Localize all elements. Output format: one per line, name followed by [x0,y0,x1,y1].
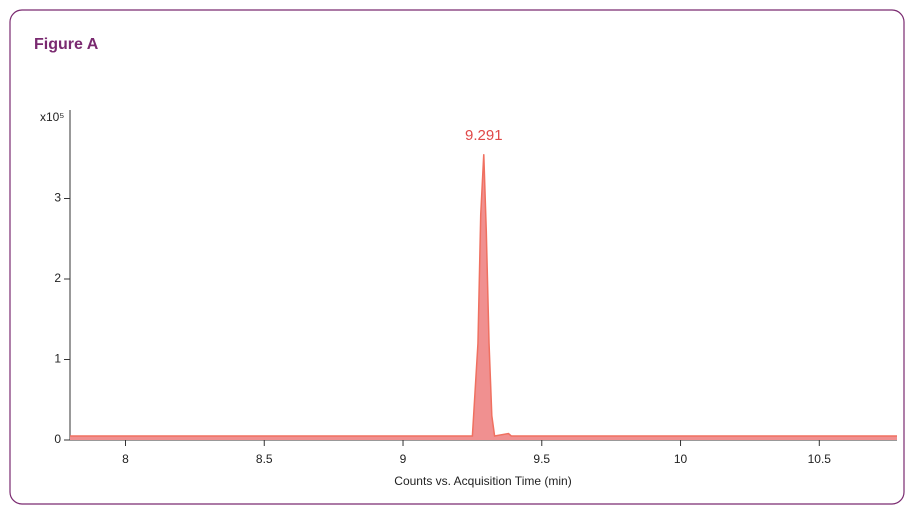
x-tick-label: 10.5 [808,452,832,466]
x-axis-label: Counts vs. Acquisition Time (min) [394,474,571,488]
y-tick-label: 3 [54,191,61,205]
y-tick-label: 2 [54,271,61,285]
area [70,154,897,440]
x-tick-label: 8.5 [256,452,273,466]
y-tick-label: 0 [54,432,61,446]
peak-label: 9.291 [465,127,503,144]
x-tick-label: 9 [400,452,407,466]
frame [9,9,905,505]
trace-line [70,154,897,437]
y-axis-label: x10⁵ [40,110,64,124]
x-tick-label: 9.5 [533,452,550,466]
x-tick-label: 8 [122,452,129,466]
chart-title: Figure A [34,36,99,53]
y-tick-label: 1 [54,352,61,366]
x-tick-label: 10 [674,452,688,466]
